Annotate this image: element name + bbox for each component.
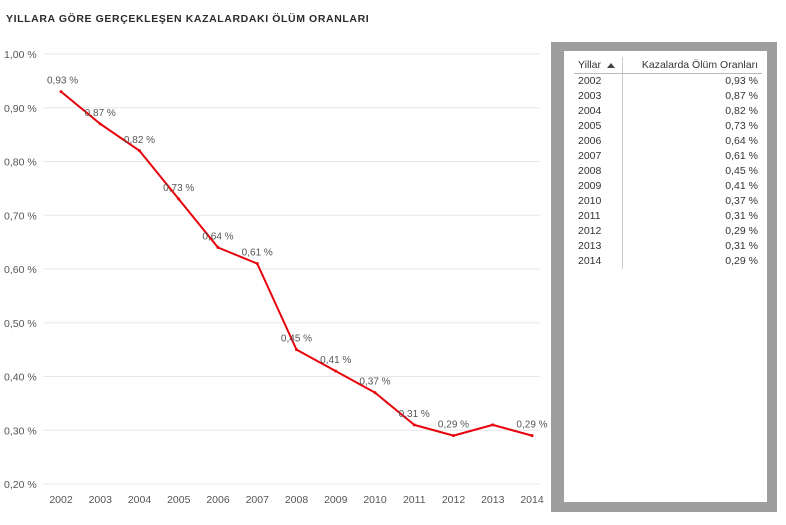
- data-label: 0,93 %: [47, 76, 78, 87]
- table-row: 2013 0,31 %: [574, 239, 762, 254]
- data-label: 0,41 %: [320, 355, 351, 366]
- cell-year: 2002: [574, 73, 623, 89]
- table-row: 2014 0,29 %: [574, 254, 762, 269]
- table-row: 2011 0,31 %: [574, 209, 762, 224]
- data-label: 0,61 %: [242, 248, 273, 259]
- table-visual-frame: Yillar Kazalarda Ölüm Oranları 2002 0,93 …: [551, 42, 777, 512]
- data-point: [452, 434, 455, 438]
- y-tick-label: 0,90 %: [4, 103, 37, 115]
- cell-year: 2012: [574, 224, 623, 239]
- table-row: 2007 0,61 %: [574, 149, 762, 164]
- data-label: 0,29 %: [438, 420, 469, 431]
- cell-year: 2005: [574, 119, 623, 134]
- data-table: Yillar Kazalarda Ölüm Oranları 2002 0,93 …: [574, 57, 762, 269]
- cell-year: 2007: [574, 149, 623, 164]
- column-header-year-label: Yillar: [578, 59, 601, 71]
- table-row: 2002 0,93 %: [574, 73, 762, 89]
- cell-year: 2004: [574, 104, 623, 119]
- x-tick-label: 2014: [520, 494, 544, 506]
- y-tick-label: 0,70 %: [4, 210, 37, 222]
- table-row: 2004 0,82 %: [574, 104, 762, 119]
- x-tick-label: 2007: [246, 494, 270, 506]
- data-label: 0,37 %: [359, 377, 390, 388]
- cell-rate: 0,37 %: [725, 195, 758, 207]
- x-tick-label: 2002: [49, 494, 73, 506]
- cell-rate: 0,31 %: [725, 240, 758, 252]
- data-label: 0,82 %: [124, 135, 155, 146]
- x-tick-label: 2011: [403, 494, 426, 506]
- x-tick-label: 2004: [128, 494, 152, 506]
- cell-rate: 0,31 %: [725, 210, 758, 222]
- cell-rate: 0,82 %: [725, 105, 758, 117]
- y-tick-label: 1,00 %: [4, 49, 37, 61]
- x-tick-label: 2005: [167, 494, 191, 506]
- cell-year: 2010: [574, 194, 623, 209]
- cell-rate: 0,41 %: [725, 180, 758, 192]
- table-row: 2008 0,45 %: [574, 164, 762, 179]
- data-point: [491, 423, 495, 427]
- data-point: [255, 262, 259, 266]
- data-point: [373, 391, 377, 395]
- cell-year: 2008: [574, 164, 623, 179]
- data-point: [98, 122, 102, 126]
- chart-title: YILLARA GÖRE GERÇEKLEŞEN KAZALARDAKI ÖLÜ…: [6, 13, 370, 25]
- column-header-rate[interactable]: Kazalarda Ölüm Oranları: [622, 57, 762, 74]
- cell-rate: 0,93 %: [725, 75, 758, 87]
- table-row: 2009 0,41 %: [574, 179, 762, 194]
- table-row: 2006 0,64 %: [574, 134, 762, 149]
- data-point: [177, 197, 181, 201]
- table-visual: Yillar Kazalarda Ölüm Oranları 2002 0,93 …: [564, 51, 767, 502]
- cell-rate: 0,73 %: [725, 120, 758, 132]
- data-label: 0,29 %: [516, 420, 547, 431]
- data-label: 0,87 %: [85, 108, 116, 119]
- data-point: [412, 423, 416, 427]
- cell-year: 2003: [574, 89, 623, 104]
- data-point: [295, 348, 298, 352]
- cell-rate: 0,29 %: [725, 255, 758, 267]
- data-label: 0,64 %: [202, 232, 233, 243]
- cell-rate: 0,29 %: [725, 225, 758, 237]
- data-point: [334, 369, 338, 373]
- cell-year: 2014: [574, 254, 623, 269]
- data-point: [530, 434, 534, 438]
- line-chart: 1,00 % 0,90 % 0,80 % 0,70 % 0,60 % 0,50 % 0,40…: [4, 49, 548, 506]
- column-header-year[interactable]: Yillar: [574, 57, 623, 74]
- table-header-row: Yillar Kazalarda Ölüm Oranları: [574, 57, 762, 74]
- data-point: [138, 149, 141, 153]
- sort-ascending-icon[interactable]: [606, 62, 615, 68]
- table-row: 2005 0,73 %: [574, 119, 762, 134]
- y-tick-label: 0,40 %: [4, 372, 37, 384]
- x-tick-label: 2010: [363, 494, 387, 506]
- y-tick-label: 0,60 %: [4, 264, 37, 276]
- y-tick-label: 0,20 %: [4, 479, 37, 491]
- data-label: 0,73 %: [163, 183, 194, 194]
- x-tick-label: 2009: [324, 494, 348, 506]
- cell-rate: 0,61 %: [725, 150, 758, 162]
- cell-year: 2009: [574, 179, 623, 194]
- cell-rate: 0,64 %: [725, 135, 758, 147]
- data-label: 0,31 %: [399, 409, 430, 420]
- cell-year: 2011: [574, 209, 623, 224]
- x-tick-label: 2003: [89, 494, 113, 506]
- cell-year: 2006: [574, 134, 623, 149]
- x-tick-label: 2012: [442, 494, 466, 506]
- table-row: 2003 0,87 %: [574, 89, 762, 104]
- cell-rate: 0,87 %: [725, 90, 758, 102]
- y-tick-label: 0,80 %: [4, 157, 37, 169]
- data-point: [59, 90, 63, 94]
- cell-rate: 0,45 %: [725, 165, 758, 177]
- y-tick-label: 0,30 %: [4, 425, 37, 437]
- data-point: [216, 246, 220, 249]
- cell-year: 2013: [574, 239, 623, 254]
- table-row: 2012 0,29 %: [574, 224, 762, 239]
- x-tick-label: 2006: [206, 494, 230, 506]
- data-label: 0,45 %: [281, 334, 312, 345]
- x-tick-label: 2008: [285, 494, 309, 506]
- y-tick-label: 0,50 %: [4, 318, 37, 330]
- x-tick-label: 2013: [481, 494, 505, 506]
- table-row: 2010 0,37 %: [574, 194, 762, 209]
